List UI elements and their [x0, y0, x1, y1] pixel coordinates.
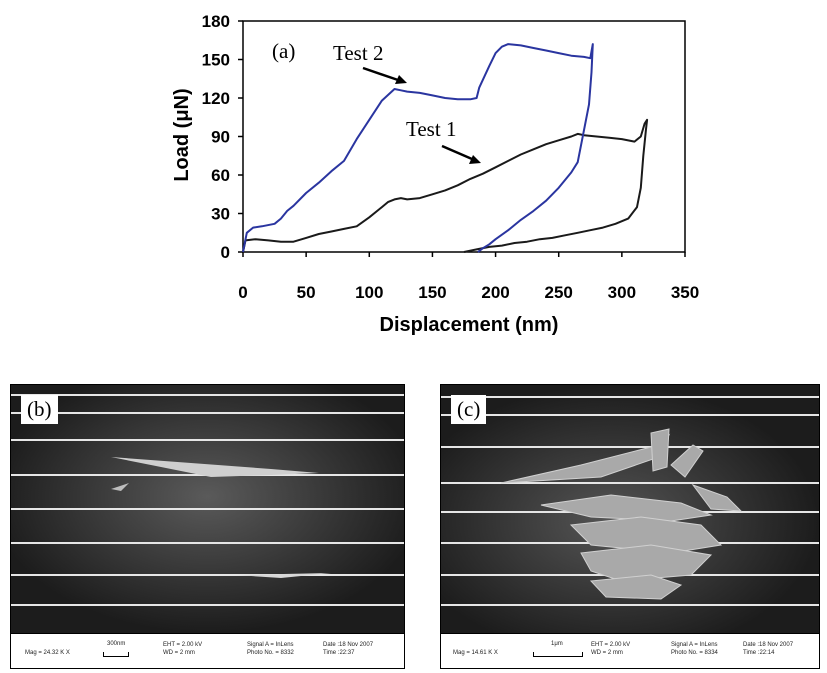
- time-text: Time :22:37: [323, 650, 355, 656]
- sem-micrograph-b: [11, 385, 404, 633]
- scale-bar: [103, 652, 129, 657]
- y-tick-label: 120: [202, 89, 230, 108]
- test1-arrow: [441, 144, 481, 164]
- plot-frame: [242, 20, 686, 253]
- x-tick-label: 0: [238, 283, 247, 302]
- x-axis-title: Displacement (nm): [380, 314, 559, 336]
- x-tick-label: 100: [355, 283, 383, 302]
- substrate-lines: [11, 394, 404, 606]
- chart-series: [242, 43, 649, 253]
- load-displacement-chart: 0 50 100 150 200 250 300 350 0 30 60 90 120 150 180 Di…: [171, 12, 700, 336]
- photo-text: Photo No. = 8332: [247, 650, 294, 656]
- x-tick-label: 150: [418, 283, 446, 302]
- panel-b-label: (b): [21, 395, 58, 424]
- date-text: Date :18 Nov 2007: [323, 642, 374, 648]
- test-2-line: [242, 43, 594, 253]
- sem-image-c: (c) Mag = 14.61 K X 1μm EHT = 2.00 kV WD…: [440, 384, 820, 669]
- y-tick-label: 150: [202, 51, 230, 70]
- scale-text: 300nm: [107, 641, 126, 647]
- sem-info-bar-c: Mag = 14.61 K X 1μm EHT = 2.00 kV WD = 2…: [441, 633, 819, 668]
- date-text: Date :18 Nov 2007: [743, 642, 794, 648]
- debris-fragment: [111, 483, 129, 491]
- y-tick-label: 180: [202, 12, 230, 31]
- wd-text: WD = 2 mm: [163, 650, 195, 656]
- eht-text: EHT = 2.00 kV: [163, 642, 203, 648]
- x-tick-label: 50: [297, 283, 316, 302]
- y-tick-label: 90: [211, 128, 230, 147]
- signal-text: Signal A = InLens: [671, 642, 718, 648]
- scale-text: 1μm: [551, 641, 563, 647]
- y-tick-label: 0: [221, 243, 230, 262]
- panel-a-label: (a): [272, 39, 295, 63]
- y-axis-title: Load (μN): [171, 88, 193, 181]
- sem-info-bar-b: Mag = 24.32 K X 300nm EHT = 2.00 kV WD =…: [11, 633, 404, 668]
- photo-text: Photo No. = 8334: [671, 650, 718, 656]
- delamination-flake: [111, 457, 319, 477]
- x-tick-label: 350: [671, 283, 699, 302]
- y-tick-label: 60: [211, 166, 230, 185]
- time-text: Time :22:14: [743, 650, 775, 656]
- y-tick-label: 30: [211, 205, 230, 224]
- test1-annotation: Test 1: [406, 117, 456, 141]
- x-tick-label: 250: [545, 283, 573, 302]
- test2-arrow: [362, 66, 407, 84]
- x-tick-label: 300: [608, 283, 636, 302]
- mag-text: Mag = 24.32 K X: [25, 650, 70, 656]
- fracture-debris: [500, 428, 743, 600]
- signal-text: Signal A = InLens: [247, 642, 294, 648]
- eht-text: EHT = 2.00 kV: [591, 642, 631, 648]
- chart-ticks: 0 50 100 150 200 250 300 350 0 30 60 90 120 150 180: [202, 12, 700, 302]
- wd-text: WD = 2 mm: [591, 650, 623, 656]
- mag-text: Mag = 14.61 K X: [453, 650, 498, 656]
- sem-micrograph-c: [441, 385, 819, 633]
- test-1-line: [242, 118, 649, 253]
- sem-image-b: (b) Mag = 24.32 K X 300nm EHT = 2.00 kV …: [10, 384, 405, 669]
- test2-annotation: Test 2: [333, 41, 383, 65]
- scale-bar: [533, 652, 583, 657]
- debris-fragment-2: [236, 573, 331, 578]
- x-tick-label: 200: [481, 283, 509, 302]
- panel-c-label: (c): [451, 395, 487, 424]
- chart-axes: [242, 20, 686, 253]
